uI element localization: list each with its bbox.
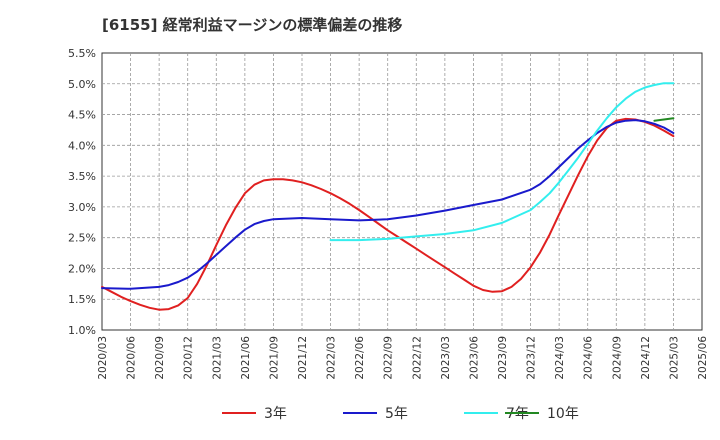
x-tick-label: 2024/09 xyxy=(611,336,623,380)
x-tick-label: 2023/12 xyxy=(526,336,538,380)
series-line-3年 xyxy=(101,117,675,311)
y-axis: 1.0% 1.5% 2.0% 2.5% 3.0% 3.5% 4.0% 4.5% 5.0% 5.5% xyxy=(68,47,96,337)
legend-label: 10年 xyxy=(547,406,579,422)
x-tick-label: 2024/06 xyxy=(583,336,595,380)
plot-frame xyxy=(101,52,703,331)
x-tick-label: 2022/12 xyxy=(411,336,423,380)
plot-area xyxy=(101,52,703,331)
y-tick-label: 1.0% xyxy=(68,324,96,337)
x-tick-label: 2025/03 xyxy=(668,336,680,380)
legend-label: 3年 xyxy=(264,406,287,422)
series-line-5年 xyxy=(101,119,675,290)
x-axis: 2020/03 2020/06 2020/09 2020/12 2021/03 2021/… xyxy=(97,336,709,380)
x-tick-label: 2023/03 xyxy=(440,336,452,380)
series-line-7年 xyxy=(329,82,675,242)
series-lines xyxy=(101,82,675,311)
x-tick-label: 2022/09 xyxy=(383,336,395,380)
y-tick-label: 1.5% xyxy=(68,293,96,306)
grid-lines xyxy=(102,53,702,330)
x-tick-label: 2020/12 xyxy=(183,336,195,380)
x-tick-label: 2024/03 xyxy=(554,336,566,380)
y-tick-label: 4.0% xyxy=(68,139,96,152)
x-tick-label: 2021/12 xyxy=(297,336,309,380)
y-tick-label: 3.0% xyxy=(68,201,96,214)
x-tick-label: 2021/03 xyxy=(211,336,223,380)
x-tick-label: 2022/03 xyxy=(326,336,338,380)
y-tick-label: 4.5% xyxy=(68,109,96,122)
y-tick-label: 5.0% xyxy=(68,78,96,91)
x-tick-label: 2020/09 xyxy=(154,336,166,380)
chart-title: [6155] 経常利益マージンの標準偏差の推移 xyxy=(102,16,403,34)
x-tick-label: 2020/03 xyxy=(97,336,109,380)
y-tick-label: 2.5% xyxy=(68,232,96,245)
x-tick-label: 2022/06 xyxy=(354,336,366,380)
x-tick-label: 2025/06 xyxy=(697,336,709,380)
x-tick-label: 2023/09 xyxy=(497,336,509,380)
x-tick-label: 2020/06 xyxy=(126,336,138,380)
y-tick-label: 3.5% xyxy=(68,170,96,183)
x-tick-label: 2023/06 xyxy=(468,336,480,380)
legend: 3年5年7年10年 xyxy=(222,406,579,422)
x-tick-label: 2024/12 xyxy=(640,336,652,380)
legend-label: 5年 xyxy=(385,406,408,422)
x-tick-label: 2021/09 xyxy=(268,336,280,380)
series-line-10年 xyxy=(653,117,675,122)
y-tick-label: 2.0% xyxy=(68,262,96,275)
y-tick-label: 5.5% xyxy=(68,47,96,60)
x-tick-label: 2021/06 xyxy=(240,336,252,380)
